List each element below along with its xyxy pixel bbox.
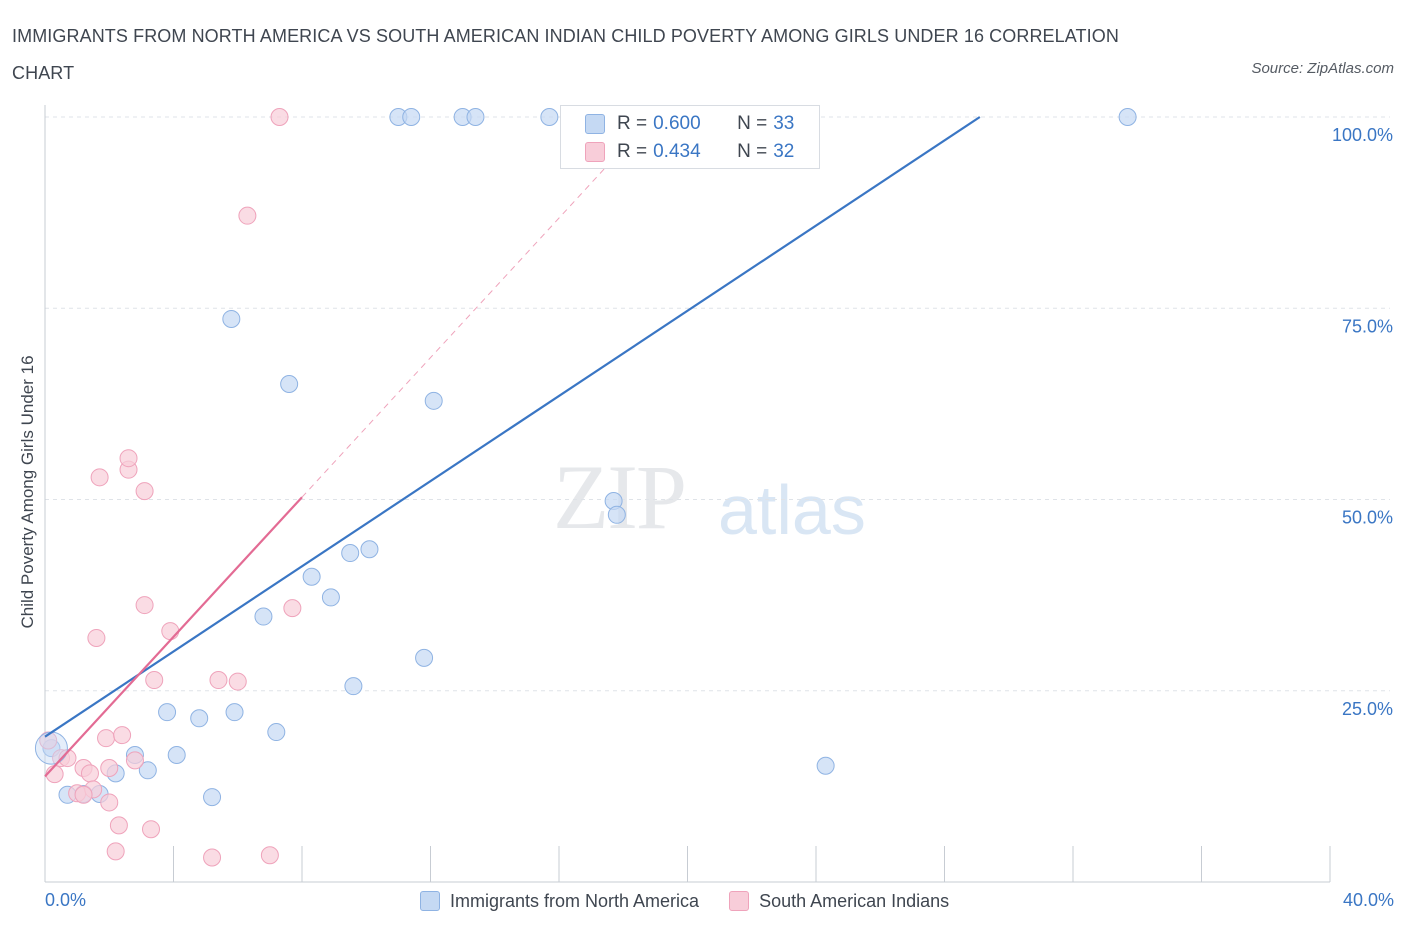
point-pink-21 bbox=[142, 820, 161, 839]
legend-swatch-north-america bbox=[420, 891, 440, 911]
stats-r-value-pink: 0.434 bbox=[653, 141, 701, 162]
point-pink-25 bbox=[209, 671, 228, 690]
stats-r-value-blue: 0.600 bbox=[653, 113, 701, 134]
chart-title: IMMIGRANTS FROM NORTH AMERICA VS SOUTH A… bbox=[12, 26, 1119, 83]
point-blue-32 bbox=[1118, 108, 1137, 126]
legend-swatch-south-american-indians bbox=[729, 891, 750, 911]
point-blue-13 bbox=[254, 607, 273, 626]
point-blue-8 bbox=[167, 746, 186, 765]
legend-item-north-america[interactable]: Immigrants from North America bbox=[420, 891, 699, 912]
source-credit: Source: ZipAtlas.com bbox=[1251, 60, 1394, 77]
point-blue-29 bbox=[466, 108, 485, 126]
point-pink-8 bbox=[87, 628, 106, 647]
point-blue-25 bbox=[816, 756, 835, 775]
point-blue-24 bbox=[607, 505, 626, 524]
stats-n-value-pink: 32 bbox=[773, 141, 795, 162]
stats-row-blue: R = 0.600 N = 33 bbox=[585, 110, 794, 138]
point-blue-7 bbox=[158, 703, 177, 722]
point-blue-20 bbox=[344, 677, 363, 696]
point-pink-9 bbox=[90, 468, 109, 487]
point-pink-12 bbox=[100, 793, 119, 812]
point-pink-11 bbox=[100, 759, 119, 778]
point-pink-24 bbox=[203, 848, 222, 867]
point-blue-16 bbox=[302, 567, 321, 586]
x-tick-label-max: 40.0% bbox=[1342, 890, 1394, 910]
point-pink-6 bbox=[80, 764, 99, 783]
point-pink-28 bbox=[260, 846, 279, 865]
point-blue-30 bbox=[540, 108, 559, 126]
stats-r-label-pink: R = bbox=[617, 141, 648, 162]
y-tick-label-100: 100.0% bbox=[1332, 125, 1393, 145]
point-blue-15 bbox=[280, 374, 299, 393]
point-pink-19 bbox=[135, 596, 154, 615]
stats-box: R = 0.600 N = 33 R = 0.434 N = 32 bbox=[560, 105, 820, 169]
y-tick-label-25: 25.0% bbox=[1342, 699, 1393, 719]
stats-n-value-blue: 33 bbox=[773, 113, 795, 134]
legend: Immigrants from North America South Amer… bbox=[420, 886, 949, 916]
point-pink-26 bbox=[228, 672, 247, 691]
point-blue-17 bbox=[321, 588, 340, 607]
point-pink-23 bbox=[161, 622, 180, 641]
stats-r-label-blue: R = bbox=[617, 113, 648, 134]
stats-n-label-blue: N = bbox=[737, 113, 768, 134]
legend-item-south-american-indians[interactable]: South American Indians bbox=[729, 891, 949, 912]
trendline-pink-extension bbox=[301, 154, 618, 498]
point-blue-22 bbox=[424, 391, 443, 410]
point-pink-15 bbox=[113, 726, 132, 745]
point-blue-19 bbox=[360, 540, 379, 559]
point-blue-11 bbox=[222, 309, 241, 328]
point-blue-12 bbox=[225, 703, 244, 722]
point-pink-13 bbox=[106, 842, 125, 861]
stats-swatch-blue bbox=[585, 114, 605, 134]
point-blue-27 bbox=[402, 108, 421, 126]
stats-n-label-pink: N = bbox=[737, 141, 768, 162]
point-blue-18 bbox=[341, 544, 360, 563]
point-pink-20 bbox=[135, 482, 154, 501]
stats-row-pink: R = 0.434 N = 32 bbox=[585, 138, 794, 166]
point-blue-14 bbox=[267, 723, 286, 742]
x-tick-label-min: 0.0% bbox=[45, 890, 87, 910]
point-blue-21 bbox=[415, 648, 434, 667]
point-pink-27 bbox=[238, 206, 257, 225]
point-blue-10 bbox=[203, 788, 222, 807]
point-pink-30 bbox=[283, 599, 302, 618]
point-pink-29 bbox=[270, 108, 289, 126]
point-pink-1 bbox=[45, 765, 64, 784]
point-pink-22 bbox=[145, 671, 164, 690]
legend-label-south-american-indians: South American Indians bbox=[759, 890, 950, 911]
trendline-blue bbox=[44, 116, 981, 738]
point-pink-17 bbox=[119, 449, 138, 468]
point-blue-cluster bbox=[34, 731, 68, 765]
y-tick-label-75: 75.0% bbox=[1342, 316, 1393, 336]
watermark-atlas: atlas bbox=[718, 471, 866, 549]
point-blue-6 bbox=[138, 761, 157, 780]
legend-label-north-america: Immigrants from North America bbox=[450, 890, 700, 911]
trendline-pink bbox=[44, 496, 303, 778]
point-pink-18 bbox=[125, 751, 144, 770]
y-tick-label-50: 50.0% bbox=[1342, 508, 1393, 528]
point-pink-14 bbox=[109, 816, 128, 835]
point-pink-31 bbox=[74, 785, 93, 804]
point-pink-10 bbox=[97, 729, 116, 748]
point-blue-9 bbox=[190, 709, 209, 728]
stats-swatch-pink bbox=[585, 142, 605, 162]
